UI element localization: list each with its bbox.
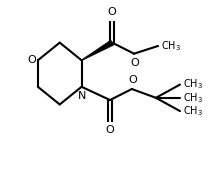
Text: O: O [128, 75, 137, 85]
Text: O: O [108, 7, 117, 17]
Text: O: O [131, 58, 139, 68]
Text: CH$_3$: CH$_3$ [183, 78, 203, 91]
Text: CH$_3$: CH$_3$ [183, 91, 203, 105]
Text: N: N [77, 91, 86, 101]
Text: O: O [106, 125, 114, 135]
Text: CH$_3$: CH$_3$ [161, 39, 181, 53]
Text: O: O [27, 55, 36, 65]
Text: CH$_3$: CH$_3$ [183, 104, 203, 118]
Polygon shape [81, 40, 114, 61]
